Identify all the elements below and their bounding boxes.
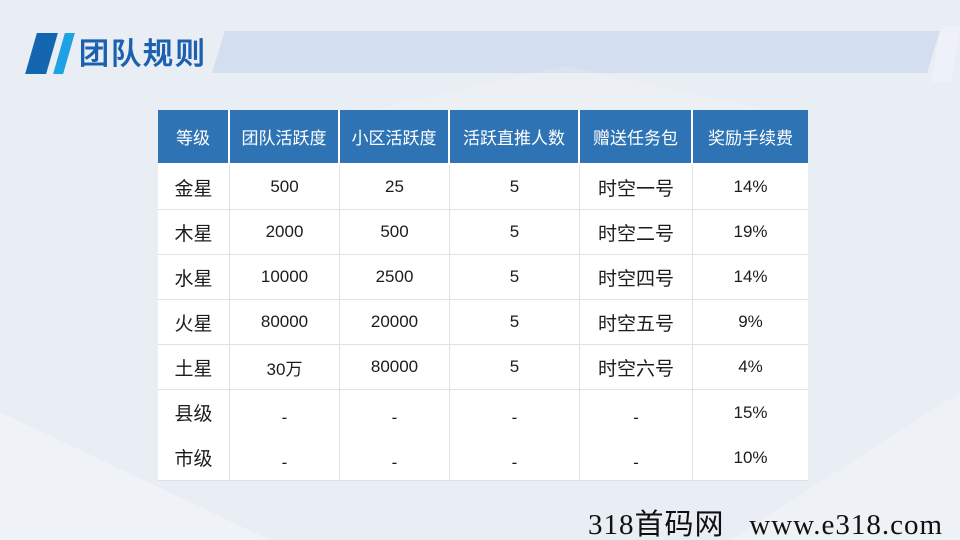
title-band-decor xyxy=(212,31,940,73)
table-cell: 80000 xyxy=(340,345,450,390)
table-cell: 30万 xyxy=(230,345,340,390)
table-cell: 5 xyxy=(450,345,580,390)
table-cell: 10% xyxy=(693,435,808,481)
table-cell: 火星 xyxy=(158,300,230,345)
table-cell: 500 xyxy=(340,210,450,255)
table-cell: 14% xyxy=(693,165,808,210)
table-cell: 19% xyxy=(693,210,808,255)
table-cell: 时空二号 xyxy=(580,210,693,255)
table-cell: 500 xyxy=(230,165,340,210)
column-header: 团队活跃度 xyxy=(230,110,340,163)
table-cell: 土星 xyxy=(158,345,230,390)
table-cell: 2500 xyxy=(340,255,450,300)
table-header-row: 等级 团队活跃度 小区活跃度 活跃直推人数 赠送任务包 奖励手续费 xyxy=(158,110,808,165)
table-cell: 水星 xyxy=(158,255,230,300)
table-cell: - xyxy=(450,390,580,436)
table-cell: 县级 xyxy=(158,390,230,436)
table-cell: 5 xyxy=(450,210,580,255)
table-cell: - xyxy=(230,435,340,481)
table-row: 土星 30万 80000 5 时空六号 4% xyxy=(158,345,808,390)
column-header: 活跃直推人数 xyxy=(450,110,580,163)
page-title: 团队规则 xyxy=(79,38,207,71)
table-cell: - xyxy=(580,435,693,481)
table-cell: 4% xyxy=(693,345,808,390)
table-cell: 25 xyxy=(340,165,450,210)
table-row: 金星 500 25 5 时空一号 14% xyxy=(158,165,808,210)
column-header: 赠送任务包 xyxy=(580,110,693,163)
table-row: 木星 2000 500 5 时空二号 19% xyxy=(158,210,808,255)
table-cell: - xyxy=(230,390,340,436)
table-cell: 时空五号 xyxy=(580,300,693,345)
table-cell: 5 xyxy=(450,300,580,345)
table-cell: 时空一号 xyxy=(580,165,693,210)
table-cell: 80000 xyxy=(230,300,340,345)
table-cell: 时空四号 xyxy=(580,255,693,300)
table-cell: 9% xyxy=(693,300,808,345)
column-header: 小区活跃度 xyxy=(340,110,450,163)
column-header: 等级 xyxy=(158,110,230,163)
table-cell: 木星 xyxy=(158,210,230,255)
table-cell: 5 xyxy=(450,255,580,300)
table-cell: - xyxy=(580,390,693,436)
team-rules-table: 等级 团队活跃度 小区活跃度 活跃直推人数 赠送任务包 奖励手续费 金星 500… xyxy=(158,110,808,481)
table-cell: 金星 xyxy=(158,165,230,210)
column-header: 奖励手续费 xyxy=(693,110,808,163)
table-cell: 10000 xyxy=(230,255,340,300)
table-cell: 市级 xyxy=(158,435,230,481)
table-cell: 14% xyxy=(693,255,808,300)
table-cell: 20000 xyxy=(340,300,450,345)
title-slash-icon xyxy=(25,33,58,74)
table-row: 火星 80000 20000 5 时空五号 9% xyxy=(158,300,808,345)
watermark: 318首码网 www.e318.com xyxy=(588,509,943,540)
title-slash-icon xyxy=(53,33,75,74)
table-cell: 15% xyxy=(693,390,808,436)
table-cell: 5 xyxy=(450,165,580,210)
table-cell: - xyxy=(450,435,580,481)
table-cell: 时空六号 xyxy=(580,345,693,390)
table-cell: 2000 xyxy=(230,210,340,255)
table-row: 市级 - - - - 10% xyxy=(158,435,808,481)
table-cell: - xyxy=(340,390,450,436)
table-row: 水星 10000 2500 5 时空四号 14% xyxy=(158,255,808,300)
table-row: 县级 - - - - 15% xyxy=(158,390,808,436)
table-cell: - xyxy=(340,435,450,481)
